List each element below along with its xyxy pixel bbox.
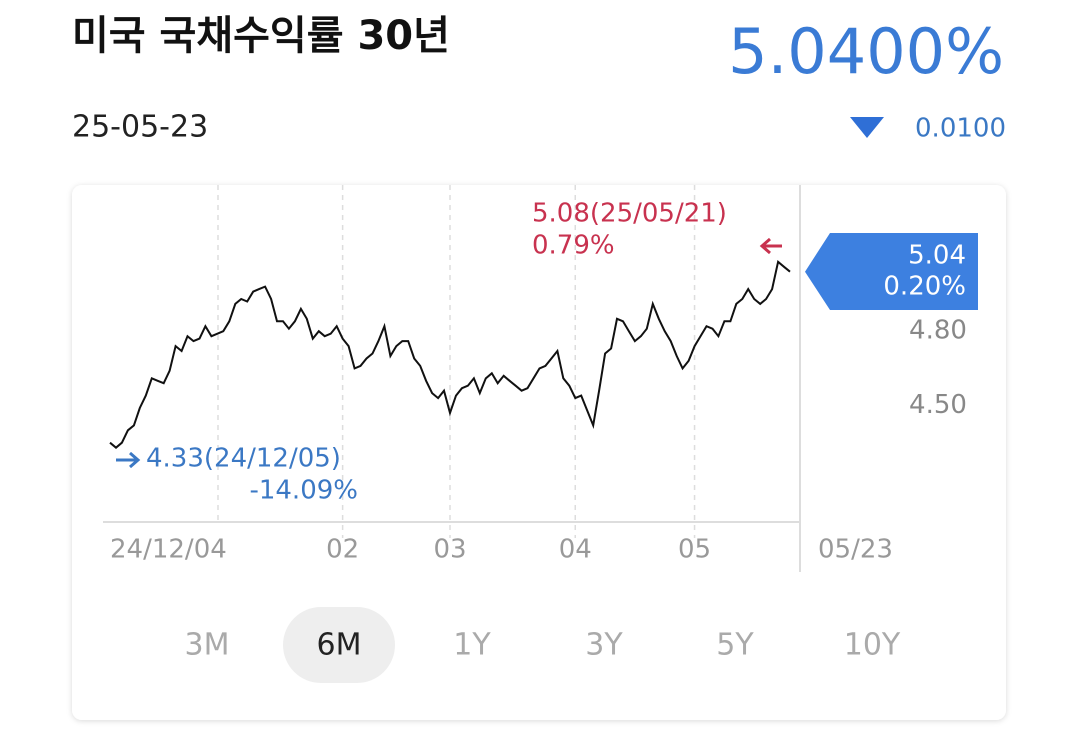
low-change: -14.09% xyxy=(249,476,358,506)
down-triangle xyxy=(850,117,884,138)
x-tick-label: 03 xyxy=(433,535,466,565)
x-tick-label: 05 xyxy=(678,535,711,565)
price: 5.0400% xyxy=(728,15,1004,88)
date: 25-05-23 xyxy=(72,110,208,145)
high-arrow xyxy=(759,237,782,255)
tab-selected xyxy=(283,607,395,683)
last-change: 0.20% xyxy=(883,272,966,302)
tab[interactable]: 3Y xyxy=(585,628,623,663)
high-label: 5.08(25/05/21) xyxy=(532,199,727,229)
tab[interactable]: 3M xyxy=(185,628,230,663)
tab[interactable]: 10Y xyxy=(844,628,901,663)
x-tick-label: 04 xyxy=(559,535,592,565)
tab[interactable]: 1Y xyxy=(453,628,491,663)
last-label: 5.04 xyxy=(908,241,966,271)
change: 0.0100 xyxy=(915,114,1006,144)
x-tick-label: 24/12/04 xyxy=(110,535,227,565)
x-tick-label: 05/23 xyxy=(818,535,893,565)
tab[interactable]: 6M xyxy=(317,628,362,663)
last-badge xyxy=(805,233,978,310)
y-tick-label: 4.50 xyxy=(909,390,967,420)
line xyxy=(109,259,791,450)
high-change: 0.79% xyxy=(532,231,615,261)
card xyxy=(72,185,1006,720)
tab[interactable]: 5Y xyxy=(716,628,754,663)
y-tick-label: 4.80 xyxy=(909,316,967,346)
low-label: 4.33(24/12/05) xyxy=(146,444,341,474)
x-tick-label: 02 xyxy=(326,535,359,565)
title: 미국 국채수익률 30년 xyxy=(72,13,450,59)
low-arrow xyxy=(116,451,141,469)
